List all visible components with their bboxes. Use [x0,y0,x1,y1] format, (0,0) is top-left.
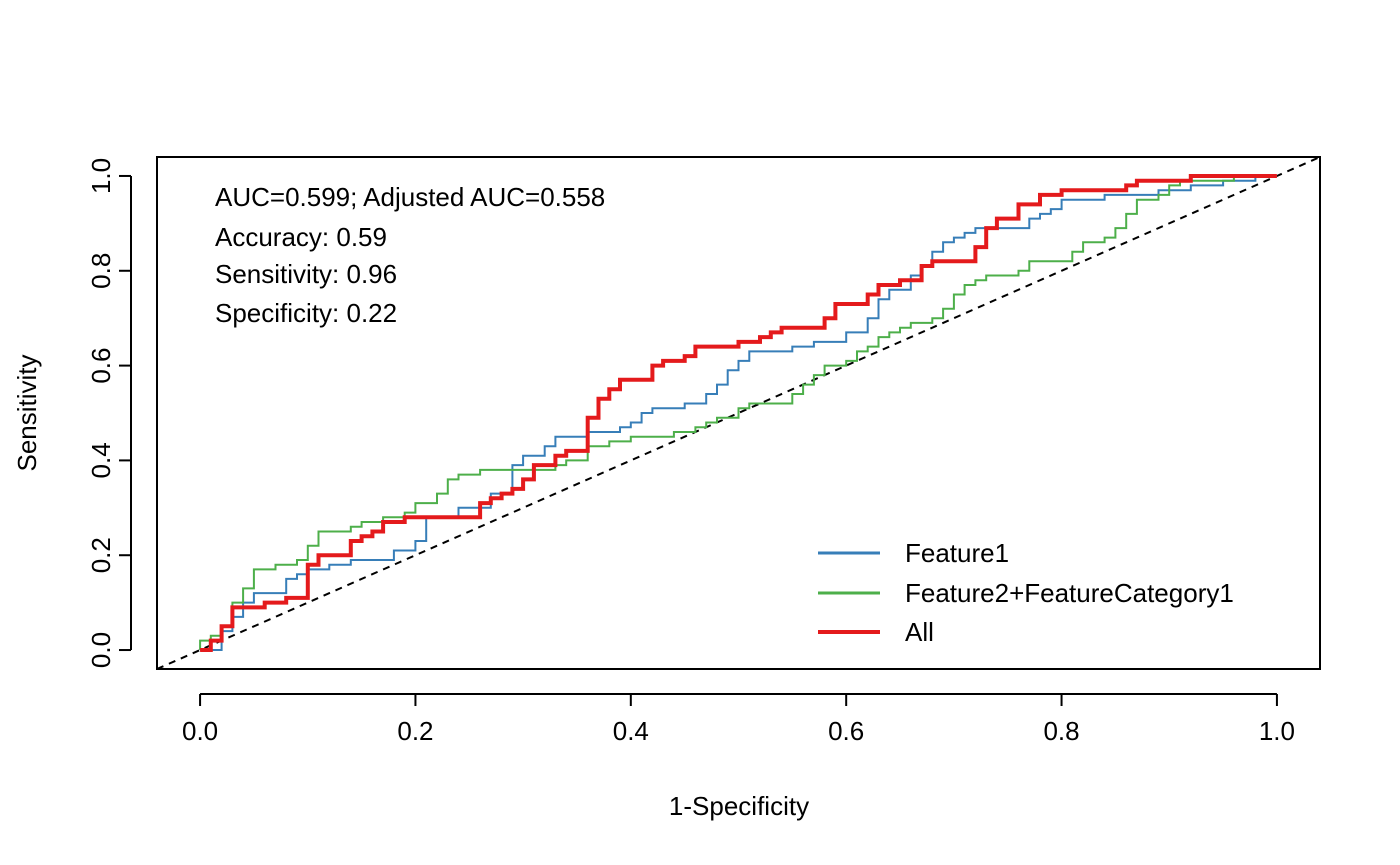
specificity-annotation: Specificity: 0.22 [215,298,397,328]
auc-annotation: AUC=0.599; Adjusted AUC=0.558 [215,182,605,212]
y-axis: 0.0 0.2 0.4 0.6 0.8 1.0 [86,158,132,668]
x-tick-label: 0.8 [1043,716,1079,746]
sensitivity-annotation: Sensitivity: 0.96 [215,259,397,289]
x-tick-label: 1.0 [1259,716,1295,746]
series-line-feature2-featurecategory1 [199,175,1277,650]
y-tick-label: 0.6 [86,348,116,384]
legend-label-feature1: Feature1 [905,538,1009,568]
x-tick-label: 0.0 [182,716,218,746]
plot-area-frame [156,156,1321,670]
y-tick-label: 0.4 [86,442,116,478]
reference-diagonal-line [157,157,1320,669]
annotation-block: AUC=0.599; Adjusted AUC=0.558 Accuracy: … [215,182,605,328]
y-axis-title: Sensitivity [12,354,42,471]
reference-diagonal-group [157,157,1320,669]
y-tick-label: 0.8 [86,253,116,289]
series-line-all [200,174,1277,652]
accuracy-annotation: Accuracy: 0.59 [215,222,387,252]
y-tick-label: 1.0 [86,158,116,194]
series-line-feature1 [200,175,1277,651]
x-tick-label: 0.4 [613,716,649,746]
x-tick-label: 0.2 [397,716,433,746]
x-axis: 0.0 0.2 0.4 0.6 0.8 1.0 [182,693,1295,746]
y-tick-label: 0.2 [86,537,116,573]
x-axis-title: 1-Specificity [669,791,809,821]
x-tick-label: 0.6 [828,716,864,746]
series-group [199,174,1277,652]
legend-label-all: All [905,617,934,647]
legend: Feature1 Feature2+FeatureCategory1 All [818,538,1234,647]
legend-label-feature2-featurecategory1: Feature2+FeatureCategory1 [905,578,1234,608]
y-tick-label: 0.0 [86,632,116,668]
